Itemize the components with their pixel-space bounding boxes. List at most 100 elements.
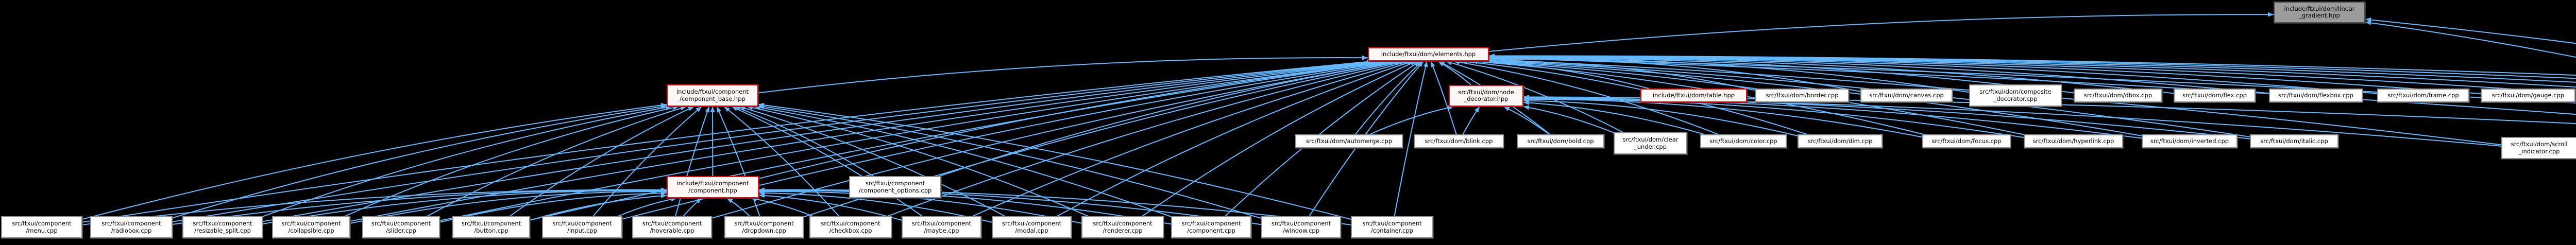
graph-node-label: _gradient.hpp <box>2299 12 2340 19</box>
graph-node-inverted_cpp[interactable]: src/ftxui/dom/inverted.cpp <box>2142 134 2238 148</box>
graph-node-label: _under.cpp <box>1634 143 1667 150</box>
graph-node-gauge_cpp[interactable]: src/ftxui/dom/gauge.cpp <box>2481 89 2575 102</box>
include-edge <box>747 106 1089 217</box>
graph-node-dim_cpp[interactable]: src/ftxui/dom/dim.cpp <box>1798 134 1883 148</box>
graph-node-label: src/ftxui/component <box>1362 220 1422 227</box>
graph-node-label: src/ftxui/dom/inverted.cpp <box>2150 137 2229 145</box>
graph-node-focus_cpp[interactable]: src/ftxui/dom/focus.cpp <box>1922 134 2011 148</box>
graph-node-scroll_indicator_cpp[interactable]: src/ftxui/dom/scroll _indicator.cpp <box>2501 137 2576 159</box>
include-edge <box>172 105 667 219</box>
graph-node-c_resizable_split[interactable]: src/ftxui/component/resizable_split.cpp <box>182 216 263 238</box>
graph-node-c_maybe[interactable]: src/ftxui/component/maybe.cpp <box>902 216 981 238</box>
include-edge <box>723 106 840 217</box>
graph-node-c_modal[interactable]: src/ftxui/component/modal.cpp <box>992 216 1072 238</box>
include-edge <box>350 191 667 224</box>
include-edge-arrowhead <box>1418 61 1423 67</box>
include-edge-arrowhead <box>1423 61 1428 67</box>
include-edge-arrowhead <box>688 107 694 111</box>
graph-node-elements_hpp[interactable]: include/ftxui/dom/elements.hpp <box>1368 47 1489 61</box>
include-edge-arrowhead <box>710 107 715 113</box>
include-edge <box>82 104 667 220</box>
graph-node-label: /dropdown.cpp <box>742 226 786 234</box>
graph-node-flexbox_cpp[interactable]: src/ftxui/dom/flexbox.cpp <box>2269 89 2363 102</box>
graph-node-component_base_hpp[interactable]: include/ftxui/component/component_base.h… <box>667 84 758 107</box>
include-edge <box>509 106 694 217</box>
include-edge <box>262 190 667 225</box>
include-edge <box>1430 61 1457 135</box>
graph-node-italic_cpp[interactable]: src/ftxui/dom/italic.cpp <box>2250 134 2338 148</box>
include-edge <box>439 192 667 223</box>
graph-node-color_cpp[interactable]: src/ftxui/dom/color.cpp <box>1700 134 1787 148</box>
graph-node-table_hpp[interactable]: include/ftxui/dom/table.hpp <box>1640 89 1747 102</box>
include-edge <box>592 106 702 217</box>
graph-node-automerge_cpp[interactable]: src/ftxui/dom/automerge.cpp <box>1295 134 1403 148</box>
include-edge <box>1488 58 1970 93</box>
graph-node-flex_cpp[interactable]: src/ftxui/dom/flex.cpp <box>2174 89 2256 102</box>
graph-node-label: src/ftxui/dom/dim.cpp <box>1807 137 1873 145</box>
graph-node-label: src/ftxui/component <box>1002 220 1062 227</box>
include-edge-arrowhead <box>1362 55 1368 60</box>
include-edge-arrowhead <box>732 107 738 111</box>
graph-node-c_radiobox[interactable]: src/ftxui/component/radiobox.cpp <box>90 216 173 238</box>
include-edge-arrowhead <box>1489 55 1495 60</box>
include-edge-arrowhead <box>680 106 687 111</box>
graph-node-label: _decorator.hpp <box>1464 95 1509 102</box>
graph-node-c_slider[interactable]: src/ftxui/component/slider.cpp <box>362 216 440 238</box>
graph-node-label: src/ftxui/dom/scroll <box>2511 141 2568 148</box>
include-edge <box>754 106 1172 217</box>
graph-node-component_options_cpp[interactable]: src/ftxui/component/component_options.cp… <box>849 176 941 198</box>
graph-node-label: src/ftxui/dom/canvas.cpp <box>1869 91 1944 99</box>
graph-node-label: /component_base.hpp <box>680 95 745 102</box>
graph-node-bold_cpp[interactable]: src/ftxui/dom/bold.cpp <box>1517 134 1604 148</box>
graph-node-label: /radiobox.cpp <box>111 226 152 234</box>
graph-node-c_hoverable[interactable]: src/ftxui/component/hoverable.cpp <box>632 216 712 238</box>
graph-node-border_cpp[interactable]: src/ftxui/dom/border.cpp <box>1755 89 1849 102</box>
include-edge-arrowhead <box>696 107 702 112</box>
graph-node-label: src/ftxui/component <box>461 220 521 227</box>
include-edge <box>262 106 672 217</box>
include-edge <box>972 61 1409 217</box>
include-edge <box>1225 61 1420 217</box>
graph-node-dbox_cpp[interactable]: src/ftxui/dom/dbox.cpp <box>2074 89 2162 102</box>
include-edge <box>1461 61 1807 135</box>
graph-node-c_input[interactable]: src/ftxui/component/input.cpp <box>542 216 622 238</box>
graph-node-canvas_cpp[interactable]: src/ftxui/dom/canvas.cpp <box>1860 89 1953 102</box>
graph-node-c_window[interactable]: src/ftxui/component/window.cpp <box>1261 216 1341 238</box>
include-edge <box>172 61 1377 222</box>
graph-node-label: src/ftxui/component <box>911 220 972 227</box>
graph-node-label: include/ftxui/dom/table.hpp <box>1652 91 1735 99</box>
include-edge <box>758 195 902 221</box>
include-edge <box>1355 61 1422 135</box>
graph-node-label: /button.cpp <box>474 226 509 234</box>
graph-node-label: _decorator.cpp <box>1993 95 2038 102</box>
graph-node-clear_under_cpp[interactable]: src/ftxui/dom/clear _under.cpp <box>1614 132 1687 154</box>
graph-node-label: /menu.cpp <box>26 226 58 234</box>
graph-node-c_container[interactable]: src/ftxui/component/container.cpp <box>1351 216 1433 238</box>
include-edge-arrowhead <box>1523 94 1530 99</box>
graph-node-blink_cpp[interactable]: src/ftxui/dom/blink.cpp <box>1414 134 1504 148</box>
graph-node-c_renderer[interactable]: src/ftxui/component/renderer.cpp <box>1081 216 1164 238</box>
graph-node-c_button[interactable]: src/ftxui/component/button.cpp <box>452 216 530 238</box>
include-edge <box>751 198 813 217</box>
graph-node-component_hpp[interactable]: include/ftxui/component/component.hpp <box>667 176 759 198</box>
graph-node-hyperlink_cpp[interactable]: src/ftxui/dom/hyperlink.cpp <box>2024 134 2123 148</box>
graph-node-label: src/ftxui/dom/flexbox.cpp <box>2278 91 2353 99</box>
include-edge <box>1480 61 2024 135</box>
include-edge <box>345 106 679 217</box>
graph-node-c_checkbox[interactable]: src/ftxui/component/checkbox.cpp <box>809 216 892 238</box>
graph-node-c_component[interactable]: src/ftxui/component/component.cpp <box>1171 216 1251 238</box>
graph-node-label: src/ftxui/dom/clear <box>1622 136 1679 143</box>
graph-node-label: src/ftxui/dom/automerge.cpp <box>1306 137 1393 145</box>
graph-node-label: /resizable_split.cpp <box>194 226 251 234</box>
graph-node-label: /slider.cpp <box>386 226 416 234</box>
graph-node-frame_cpp[interactable]: src/ftxui/dom/frame.cpp <box>2377 89 2469 102</box>
include-edge <box>1142 61 1417 217</box>
graph-node-c_menu[interactable]: src/ftxui/component/menu.cpp <box>1 216 82 238</box>
graph-node-c_dropdown[interactable]: src/ftxui/component/dropdown.cpp <box>724 216 804 238</box>
graph-node-composite_decorator_cpp[interactable]: src/ftxui/dom/composite _decorator.cpp <box>1969 84 2062 107</box>
graph-node-label: src/ftxui/component <box>371 220 431 227</box>
include-edge <box>758 57 1368 94</box>
graph-node-c_collapsible[interactable]: src/ftxui/component/collapsible.cpp <box>272 216 350 238</box>
graph-node-node_decorator_hpp[interactable]: src/ftxui/dom/node _decorator.hpp <box>1449 85 1523 107</box>
